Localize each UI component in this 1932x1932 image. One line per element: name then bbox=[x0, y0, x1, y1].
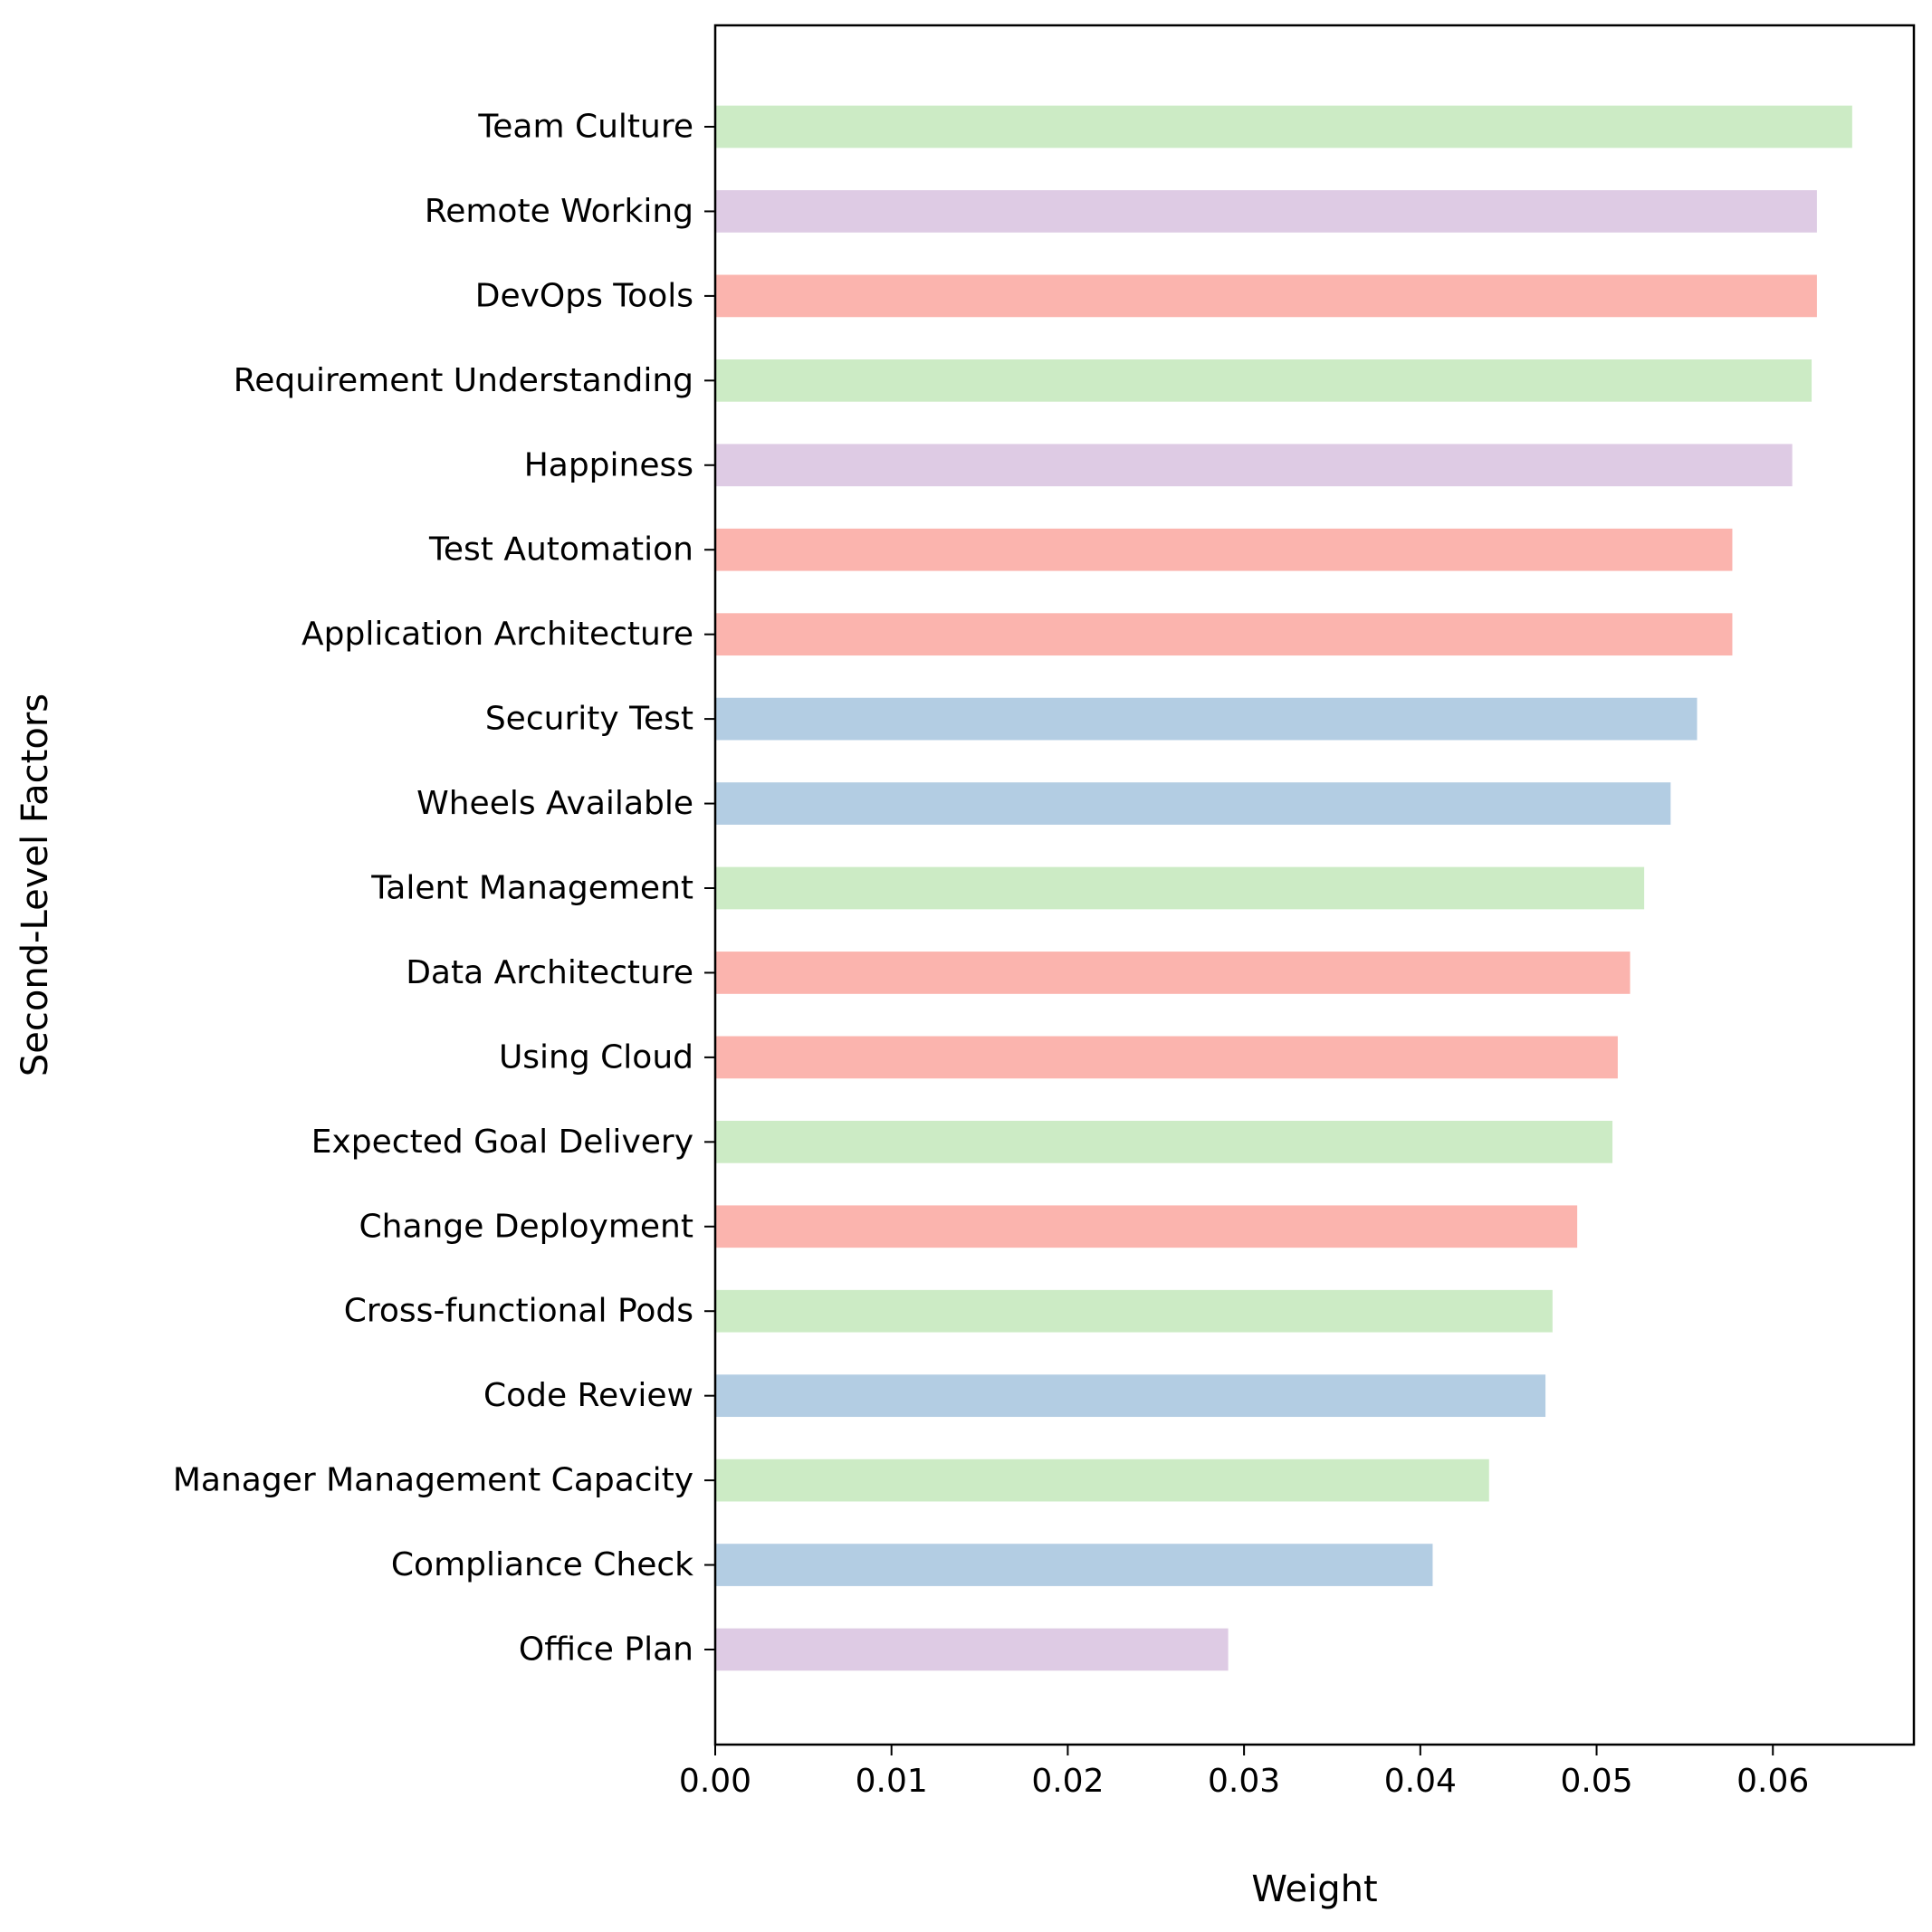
x-tick-label: 0.03 bbox=[1208, 1763, 1280, 1800]
bar bbox=[715, 528, 1733, 571]
y-tick-label: Manager Management Capacity bbox=[173, 1462, 693, 1499]
y-tick-label: Requirement Understanding bbox=[234, 362, 693, 399]
bar bbox=[715, 782, 1671, 825]
y-tick-label: Security Test bbox=[485, 701, 693, 738]
bar bbox=[715, 613, 1733, 656]
y-tick-label: Using Cloud bbox=[499, 1038, 693, 1076]
x-tick-label: 0.01 bbox=[856, 1763, 928, 1800]
y-tick-label: Talent Management bbox=[370, 870, 693, 907]
bar bbox=[715, 952, 1631, 994]
y-tick-label: Wheels Available bbox=[416, 785, 693, 822]
x-tick-label: 0.02 bbox=[1031, 1763, 1104, 1800]
y-tick-label: Happiness bbox=[524, 446, 693, 483]
x-tick-label: 0.06 bbox=[1736, 1763, 1809, 1800]
y-tick-label: Compliance Check bbox=[391, 1546, 693, 1583]
x-tick-label: 0.05 bbox=[1560, 1763, 1632, 1800]
x-ticks-layer: 0.00 0.01 0.02 0.03 0.04 0.05 0.06 bbox=[679, 1745, 1809, 1800]
bar bbox=[715, 697, 1698, 741]
bar bbox=[715, 1036, 1618, 1079]
bar bbox=[715, 1205, 1578, 1248]
bar bbox=[715, 1628, 1229, 1671]
y-tick-label: Remote Working bbox=[425, 193, 693, 230]
x-tick-label: 0.00 bbox=[679, 1763, 751, 1800]
y-tick-label: Expected Goal Delivery bbox=[311, 1124, 693, 1161]
bar bbox=[715, 105, 1852, 148]
bar bbox=[715, 1459, 1489, 1502]
bar bbox=[715, 444, 1793, 487]
x-axis-label: Weight bbox=[1251, 1869, 1377, 1910]
bar bbox=[715, 866, 1645, 910]
plot-frame bbox=[713, 24, 1916, 1746]
y-tick-label: Test Automation bbox=[428, 531, 693, 569]
bar bbox=[715, 359, 1812, 402]
y-tick-label: Application Architecture bbox=[301, 616, 693, 653]
y-tick-label: Cross-functional Pods bbox=[344, 1293, 693, 1330]
y-ticks-layer: Team Culture Remote Working DevOps Tools Re… bbox=[173, 109, 715, 1669]
bars-layer bbox=[715, 105, 1852, 1671]
x-tick-label: 0.04 bbox=[1384, 1763, 1457, 1800]
y-tick-label: Change Deployment bbox=[359, 1208, 693, 1245]
bar bbox=[715, 1289, 1553, 1333]
y-tick-label: DevOps Tools bbox=[475, 277, 693, 314]
y-axis-label: Second-Level Factors bbox=[14, 693, 56, 1076]
bar bbox=[715, 274, 1817, 318]
bar bbox=[715, 1374, 1546, 1418]
y-tick-label: Team Culture bbox=[477, 109, 693, 146]
bar bbox=[715, 190, 1817, 233]
bar bbox=[715, 1120, 1613, 1163]
bar bbox=[715, 1544, 1433, 1586]
y-tick-label: Code Review bbox=[483, 1377, 693, 1414]
y-tick-label: Data Architecture bbox=[406, 954, 693, 991]
y-tick-label: Office Plan bbox=[519, 1631, 693, 1669]
